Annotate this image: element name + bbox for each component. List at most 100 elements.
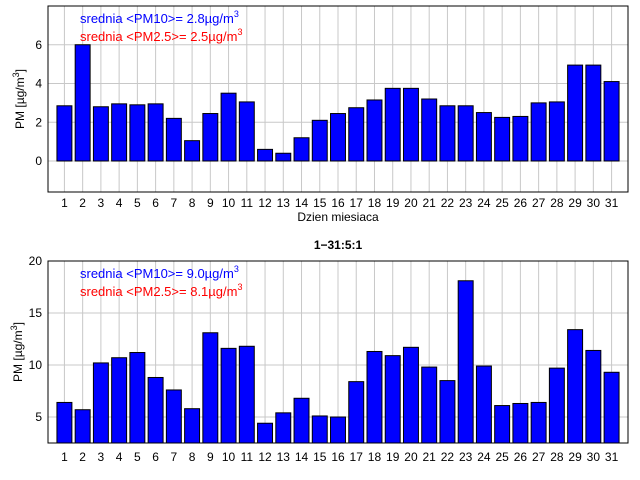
y-axis-label: PM [µg/m3] (11, 69, 27, 129)
x-tick-label: 27 (532, 196, 546, 210)
x-tick-label: 14 (295, 450, 309, 464)
x-tick-label: 14 (295, 196, 309, 210)
x-tick-label: 15 (313, 450, 327, 464)
x-tick-label: 30 (587, 196, 601, 210)
bar-day-24 (475, 365, 492, 444)
x-tick-label: 12 (258, 450, 272, 464)
bar-day-31 (603, 371, 620, 444)
annotation-mean-pm25: srednia <PM2.5>= 8.1µg/m3 (80, 282, 242, 299)
bar-day-29 (567, 329, 584, 444)
x-tick-label: 1 (61, 196, 68, 210)
x-tick-label: 5 (134, 196, 141, 210)
bar-day-1 (56, 105, 73, 162)
bar-day-28 (548, 101, 565, 162)
x-tick-label: 6 (152, 450, 159, 464)
x-tick-label: 2 (79, 450, 86, 464)
x-tick-label: 2 (79, 196, 86, 210)
x-tick-label: 18 (368, 450, 382, 464)
x-tick-label: 25 (495, 196, 509, 210)
bar-day-7 (165, 117, 182, 162)
plot-area-frame (47, 5, 629, 193)
x-tick-label: 30 (587, 450, 601, 464)
x-tick-label: 23 (459, 450, 473, 464)
bar-day-22 (439, 105, 456, 162)
x-tick-label: 7 (171, 196, 178, 210)
x-tick-label: 24 (477, 196, 491, 210)
bar-day-23 (457, 280, 474, 444)
bar-day-21 (421, 98, 438, 162)
x-tick-label: 7 (171, 450, 178, 464)
x-tick-label: 9 (207, 196, 214, 210)
bar-day-15 (311, 415, 328, 444)
bar-day-12 (257, 422, 274, 444)
bar-day-10 (220, 347, 237, 444)
bar-day-30 (585, 64, 602, 162)
bar-day-21 (421, 366, 438, 444)
bar-day-28 (548, 367, 565, 444)
bar-day-18 (366, 350, 383, 444)
x-tick-label: 11 (241, 196, 254, 210)
x-tick-label: 25 (495, 450, 509, 464)
bar-day-13 (275, 412, 292, 444)
x-tick-label: 9 (207, 450, 214, 464)
bar-day-5 (129, 352, 146, 444)
bar-day-8 (184, 408, 201, 444)
y-tick-label: 5 (35, 410, 42, 424)
x-tick-label: 5 (134, 450, 141, 464)
bar-day-3 (92, 362, 109, 444)
y-tick-label: 15 (29, 306, 43, 320)
bar-day-19 (384, 355, 401, 444)
x-tick-label: 29 (568, 450, 582, 464)
x-tick-label: 4 (116, 196, 123, 210)
bar-day-9 (202, 332, 219, 444)
bar-day-9 (202, 113, 219, 162)
bar-day-10 (220, 92, 237, 162)
x-tick-label: 8 (189, 196, 196, 210)
bar-day-11 (238, 101, 255, 162)
x-tick-label: 16 (331, 196, 345, 210)
annotation-mean-pm10: srednia <PM10>= 2.8µg/m3 (80, 9, 239, 26)
bar-day-25 (494, 405, 511, 444)
x-tick-label: 20 (404, 196, 418, 210)
x-tick-label: 18 (368, 196, 382, 210)
annotation-mean-pm25: srednia <PM2.5>= 2.5µg/m3 (80, 27, 242, 44)
x-tick-label: 12 (258, 196, 272, 210)
x-tick-label: 8 (189, 450, 196, 464)
x-tick-label: 3 (98, 450, 105, 464)
bar-day-30 (585, 349, 602, 444)
y-tick-labels: 0 2 4 6 (35, 38, 42, 168)
bar-day-2 (74, 409, 91, 444)
bar-day-26 (512, 115, 529, 162)
bar-day-25 (494, 116, 511, 162)
bar-day-29 (567, 64, 584, 162)
bar-day-17 (348, 381, 365, 444)
x-tick-label: 27 (532, 450, 546, 464)
x-tick-label: 29 (568, 196, 582, 210)
bar-day-27 (530, 102, 547, 162)
bar-day-6 (147, 376, 164, 444)
x-tick-label: 31 (605, 196, 619, 210)
plot-area-frame (47, 260, 629, 444)
chart-title: 1−31:5:1 (314, 238, 363, 252)
bar-day-4 (111, 357, 128, 444)
bar-day-22 (439, 380, 456, 444)
x-tick-label: 11 (241, 450, 254, 464)
bar-day-7 (165, 389, 182, 444)
x-tick-label: 20 (404, 450, 418, 464)
x-tick-label: 17 (350, 450, 364, 464)
bar-day-8 (184, 140, 201, 162)
y-tick-label: 0 (35, 154, 42, 168)
x-tick-labels: 1 2 3 4 5 6 7 8 9 10 11 12 13 14 15 16 17 18 19 20 21 22 23 24 2… (61, 450, 619, 464)
y-tick-label: 4 (35, 77, 42, 91)
bar-day-19 (384, 87, 401, 162)
bar-day-2 (74, 44, 91, 162)
x-tick-label: 28 (550, 450, 564, 464)
bar-series-pm10 (56, 44, 620, 162)
bar-day-24 (475, 112, 492, 162)
bar-day-4 (111, 103, 128, 162)
bar-series-pm10 (56, 280, 620, 444)
y-tick-label: 6 (35, 38, 42, 52)
x-tick-label: 17 (350, 196, 364, 210)
